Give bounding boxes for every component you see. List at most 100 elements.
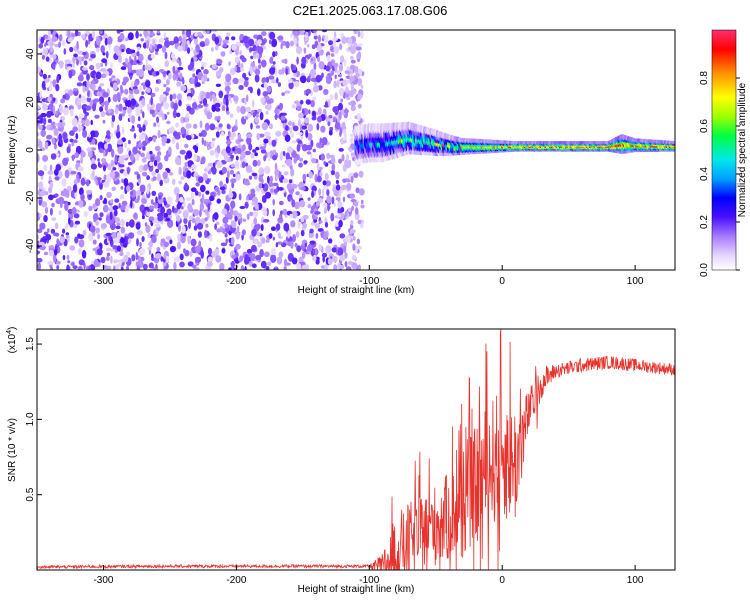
spectrogram-noise-cell — [229, 100, 233, 104]
spectrogram-noise-cell — [78, 259, 85, 266]
spectrogram-noise-cell — [191, 164, 197, 170]
spectrogram-noise-cell — [221, 248, 226, 254]
spectrogram-noise-cell — [271, 38, 278, 48]
spectrogram-noise-cell — [230, 131, 236, 138]
spectrogram-noise-cell — [71, 154, 75, 162]
spectrogram-noise-cell — [255, 52, 260, 59]
spectrogram-noise-cell — [92, 239, 97, 245]
spectrogram-noise-cell — [129, 153, 135, 161]
spectrogram-noise-cell — [323, 207, 328, 214]
spectrogram-noise-cell — [274, 106, 279, 115]
spectrogram-noise-cell — [71, 262, 75, 267]
spectrogram-noise-cell — [121, 178, 124, 184]
spectrogram-noise-cell — [120, 66, 127, 71]
spectrogram-noise-cell — [50, 266, 53, 270]
spectrogram-noise-cell — [240, 265, 245, 270]
spectrogram-noise-cell — [102, 165, 107, 172]
spectrogram-noise-cell — [252, 211, 259, 218]
spectrogram-noise-cell — [232, 210, 239, 217]
spectrogram-noise-cell — [37, 250, 41, 255]
spectrogram-noise-cell — [74, 152, 79, 159]
spectrogram-noise-cell — [90, 119, 93, 126]
spectrogram-noise-cell — [40, 129, 46, 137]
spectrogram-noise-cell — [221, 104, 226, 112]
spectrogram-noise-cell — [120, 84, 123, 92]
spectrogram-noise-cell — [244, 201, 249, 209]
spectrogram-noise-cell — [39, 51, 44, 56]
spectrogram-noise-cell — [251, 99, 255, 108]
spectrogram-noise-cell — [215, 255, 222, 263]
spectrogram-noise-cell — [299, 200, 306, 208]
spectrogram-noise-cell — [56, 75, 60, 84]
spectrogram-noise-cell — [328, 40, 334, 46]
spectrogram-noise-cell — [136, 173, 141, 179]
spectrogram-noise-cell — [106, 191, 112, 199]
spectrogram-noise-cell — [199, 184, 206, 193]
spectrogram-noise-cell — [143, 30, 148, 37]
spectrogram-noise-cell — [355, 72, 360, 78]
spectrogram-noise-cell — [342, 91, 346, 99]
spectrogram-noise-cell — [119, 252, 124, 256]
spectrogram-noise-cell — [49, 181, 54, 189]
spectrogram-noise-cell — [198, 176, 204, 184]
spectrogram-noise-cell — [113, 171, 120, 178]
spectrogram-noise-cell — [119, 44, 126, 53]
spectrogram-noise-cell — [350, 83, 354, 91]
spectrogram-noise-cell — [207, 162, 214, 167]
colorbar-tick-label: 0.4 — [699, 167, 710, 181]
spectrogram-noise-cell — [209, 150, 215, 156]
spectrogram-noise-cell — [361, 199, 364, 205]
spectrogram-noise-cell — [342, 121, 346, 130]
spectrogram-noise-cell — [344, 211, 348, 218]
spectrogram-noise-cell — [64, 222, 69, 231]
spectrogram-noise-cell — [38, 198, 42, 206]
spectrogram-noise-cell — [203, 69, 209, 75]
snr-y-ticks: 0.5 1.0 1.5 — [25, 337, 42, 502]
spectrogram-noise-cell — [327, 121, 331, 127]
spectrogram-noise-cell — [351, 205, 354, 211]
spectrogram-noise-cell — [38, 125, 43, 130]
spectrogram-noise-cell — [283, 258, 288, 267]
spectrogram-noise-cell — [163, 241, 169, 248]
spectrogram-noise-cell — [261, 31, 267, 37]
spectrogram-noise-cell — [254, 117, 259, 123]
spectrogram-noise-cell — [312, 30, 317, 34]
spectrogram-signal-cell — [671, 140, 675, 145]
spectrogram-noise-cell — [141, 236, 145, 242]
spectrogram-noise-cell — [92, 203, 96, 209]
spectrogram-noise-cell — [332, 40, 336, 48]
spectrogram-noise-cell — [298, 30, 305, 36]
spectrogram-noise-cell — [58, 210, 62, 216]
spectrogram-noise-cell — [154, 87, 160, 92]
spectrogram-noise-cell — [138, 139, 142, 148]
spectrogram-noise-cell — [276, 77, 279, 84]
spectrogram-noise-cell — [49, 207, 53, 216]
spectrogram-noise-cell — [159, 179, 163, 186]
spectrogram-noise-cell — [104, 37, 108, 46]
spectrogram-noise-cell — [220, 131, 225, 137]
spectrogram-noise-cell — [351, 254, 357, 261]
spectrogram-noise-cell — [221, 166, 227, 174]
spectrogram-noise-cell — [161, 135, 167, 144]
spectrogram-noise-cell — [259, 249, 264, 258]
spectrogram-noise-cell — [108, 96, 111, 103]
spectrogram-noise-cell — [230, 236, 235, 246]
spectrogram-noise-cell — [157, 122, 160, 128]
spectrogram-noise-cell — [136, 265, 140, 270]
spectrogram-noise-cell — [238, 138, 244, 142]
spectrogram-noise-cell — [225, 145, 231, 154]
spectrogram-noise-cell — [350, 219, 354, 226]
spectrogram-noise-cell — [112, 205, 119, 210]
spectrogram-noise-cell — [175, 157, 182, 166]
spectrogram-noise-cell — [221, 189, 226, 195]
x-tick-label: 0 — [499, 575, 505, 586]
spectrogram-noise-cell — [227, 81, 231, 86]
spectrogram-noise-cell — [138, 103, 142, 108]
spectrogram-noise-cell — [234, 260, 240, 264]
spectrogram-noise-cell — [100, 111, 106, 118]
spectrogram-noise-cell — [186, 170, 192, 179]
spectrogram-noise-cell — [125, 47, 131, 55]
spectrogram-noise-cell — [238, 85, 244, 90]
spectrogram-noise-cell — [282, 164, 286, 168]
spectrogram-noise-cell — [62, 132, 68, 140]
